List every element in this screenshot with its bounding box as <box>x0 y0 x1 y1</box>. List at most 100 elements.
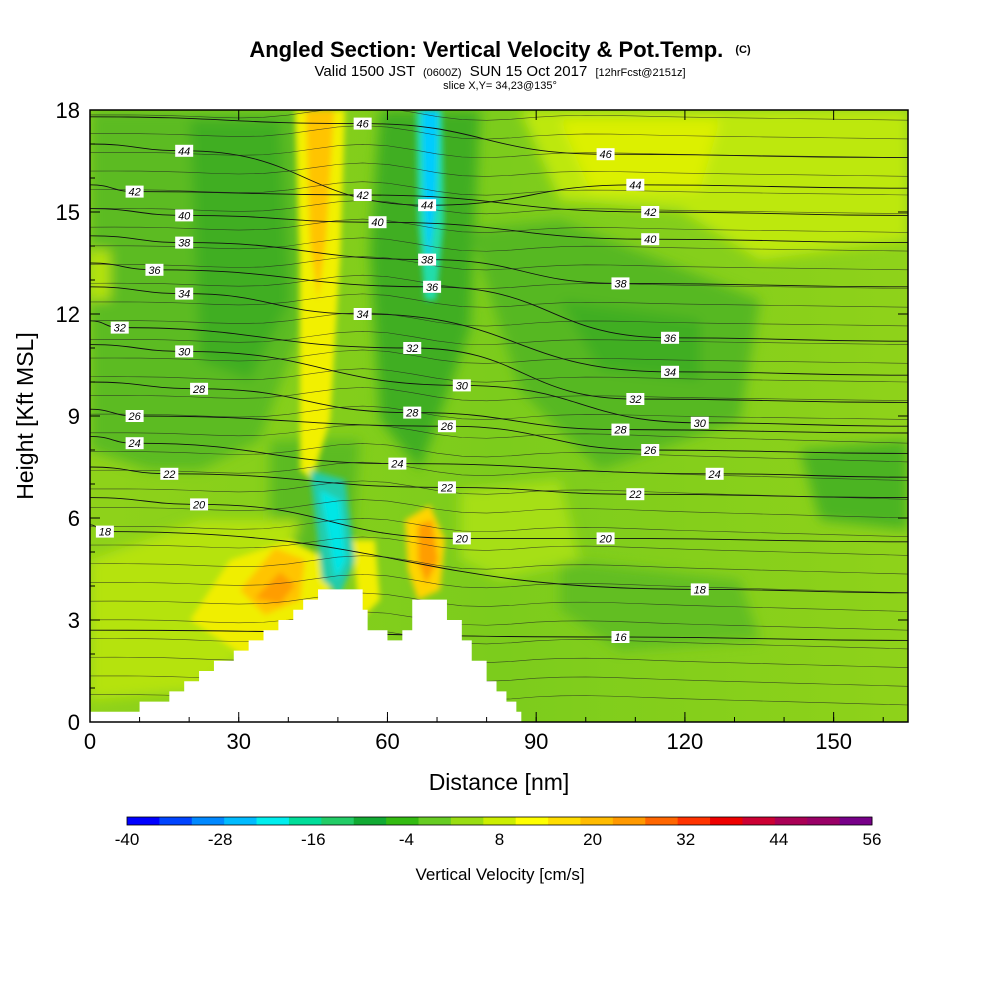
field-region <box>560 120 720 190</box>
isentrope-label-bg <box>690 583 709 596</box>
isentrope-label-bg <box>418 199 437 212</box>
isentrope-line-minor <box>90 312 908 327</box>
y-tick-label: 9 <box>68 404 80 429</box>
x-tick-label: 0 <box>84 729 96 754</box>
isentrope-line-minor <box>90 630 908 650</box>
colorbar-tick-label: 56 <box>863 830 882 849</box>
isentrope-label: 34 <box>664 367 676 379</box>
isentrope-label-bg <box>423 280 442 293</box>
isentrope-label-bg <box>611 277 630 290</box>
colorbar-swatch <box>774 817 808 825</box>
colorbar-swatch <box>548 817 581 825</box>
isentrope-label-bg <box>145 263 164 276</box>
y-tick-label: 15 <box>56 200 80 225</box>
colorbar-label: Vertical Velocity [cm/s] <box>415 865 584 884</box>
isentrope-label: 44 <box>629 180 641 192</box>
isentrope-line-minor <box>90 237 908 252</box>
colorbar-swatch <box>677 817 711 825</box>
isentrope-label-bg <box>626 488 645 501</box>
field-region <box>320 490 346 580</box>
isentrope-label-bg <box>175 144 194 157</box>
colorbar-swatch <box>515 817 549 825</box>
isentrope-label-bg <box>125 410 144 422</box>
isentrope-line-minor <box>90 461 908 481</box>
isentrope-label: 24 <box>708 469 721 481</box>
isentrope-label: 42 <box>357 190 369 202</box>
colorbar-tick-label: 20 <box>583 830 602 849</box>
isentrope-label-bg <box>596 148 615 161</box>
colorbar-swatch <box>127 817 160 825</box>
isentrope-label: 20 <box>598 533 612 545</box>
isentrope-line-minor <box>90 387 908 402</box>
isentrope-line-minor <box>90 611 908 631</box>
isentrope-label-bg <box>110 321 129 334</box>
colorbar-swatch <box>386 817 420 825</box>
isentrope-label-bg <box>641 444 660 456</box>
y-tick-label: 18 <box>56 98 80 123</box>
isentrope-label-bg <box>403 342 422 354</box>
terrain-mask <box>90 589 522 722</box>
isentrope-line-minor <box>90 574 908 594</box>
isentrope-label-bg <box>596 532 615 545</box>
isentrope-label-bg <box>190 382 209 395</box>
isentrope-label: 40 <box>644 234 657 246</box>
isentrope-line-minor <box>90 648 908 668</box>
y-tick-label: 12 <box>56 302 80 327</box>
isentrope-label: 30 <box>694 418 707 430</box>
isentrope-label-bg <box>175 287 194 300</box>
isentrope-label: 44 <box>178 146 190 158</box>
isentrope-label-bg <box>437 481 456 494</box>
isentrope-line-minor <box>90 110 908 121</box>
isentrope-label-bg <box>661 365 680 378</box>
isentrope-label-bg <box>95 525 114 538</box>
isentrope-label: 22 <box>162 469 175 481</box>
velocity-field: 44 42 40 38 36 34 32 30 28 26 24 22 20 18 46 42 40 34 44 38… <box>90 110 908 722</box>
chart-subtitle: Valid 1500 JST (0600Z) SUN 15 Oct 2017 [… <box>315 63 686 80</box>
field-region <box>418 520 438 584</box>
isentrope-label-bg <box>418 253 437 266</box>
isentrope-line <box>90 116 908 159</box>
isentrope-label-group: 44 42 40 38 36 34 32 30 28 26 24 22 20 18 46 42 40 34 44 38… <box>95 117 724 644</box>
isentrope-label-bg <box>353 117 372 130</box>
isentrope-line-minor <box>90 443 908 463</box>
field-region <box>560 560 760 650</box>
isentrope-label-bg <box>175 345 194 358</box>
isentrope-label-bg <box>641 206 660 218</box>
isentrope-label-bg <box>175 236 194 249</box>
isentrope-label: 26 <box>127 411 141 423</box>
isentrope-line-minor <box>90 349 908 364</box>
isentrope-label: 24 <box>127 438 140 450</box>
isentrope-line-minor <box>90 330 908 346</box>
isentrope-label: 36 <box>426 282 439 294</box>
x-axis: 0 30 60 90 120 150 <box>84 110 884 754</box>
colorbar-swatch <box>742 817 776 825</box>
isentrope-label: 28 <box>613 425 627 437</box>
colorbar-tick-label: 44 <box>769 830 788 849</box>
x-tick-label: 90 <box>524 729 548 754</box>
colorbar-swatch <box>288 817 322 825</box>
y-tick-label: 6 <box>68 506 80 531</box>
isentrope-label: 26 <box>440 421 454 433</box>
isentrope-label: 42 <box>128 187 140 199</box>
isentrope-label: 28 <box>192 384 206 396</box>
isentrope-label-bg <box>403 406 422 419</box>
isentrope-label-bg <box>368 216 387 229</box>
title-unit: (C) <box>735 44 751 56</box>
isentrope-label-bg <box>452 532 471 545</box>
colorbar-swatch <box>224 817 258 825</box>
isentrope-line-minor <box>90 256 908 271</box>
colorbar-tick-label: -28 <box>208 830 233 849</box>
isentrope-label-bg <box>626 178 645 191</box>
y-axis-label: Height [Kft MSL] <box>12 332 38 499</box>
isentrope-line-minor <box>90 218 908 233</box>
isentrope-label-bg <box>175 209 194 222</box>
isentrope-label: 16 <box>614 632 627 644</box>
colorbar-tick-label: 8 <box>495 830 504 849</box>
isentrope-line-minor <box>90 293 908 308</box>
isentrope-line-minor <box>90 499 908 519</box>
colorbar-swatch <box>418 817 452 825</box>
isentrope-label: 34 <box>178 289 190 301</box>
isentrope-label: 24 <box>390 459 403 471</box>
isentrope-label: 46 <box>357 119 370 131</box>
isentrope-line-minor <box>90 125 908 140</box>
